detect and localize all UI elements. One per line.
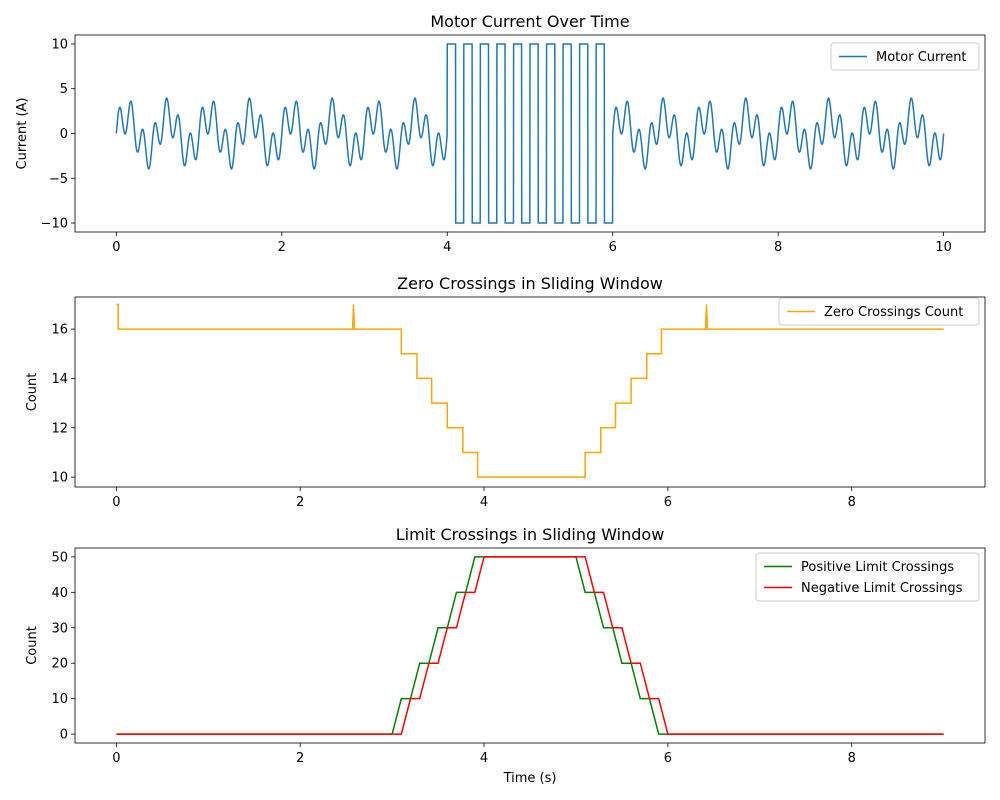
legend: Motor Current xyxy=(830,42,980,71)
chart-title: Zero Crossings in Sliding Window xyxy=(397,274,663,293)
legend-box xyxy=(755,552,980,602)
series-line-1 xyxy=(116,303,944,478)
x-tick-label: 4 xyxy=(480,751,488,766)
x-tick-label: 0 xyxy=(112,495,120,510)
x-tick-label: 8 xyxy=(848,751,856,766)
panel-2: Zero Crossings in Sliding Window Count 0 2 4… xyxy=(25,274,986,510)
y-tick-label: 16 xyxy=(51,323,68,338)
x-tick-label: 2 xyxy=(296,495,304,510)
y-axis-label: Count xyxy=(25,373,40,412)
panel-3: Limit Crossings in Sliding Window Count Ti… xyxy=(25,525,986,786)
legend-entry: Negative Limit Crossings xyxy=(801,581,963,596)
legend-entry: Motor Current xyxy=(876,50,967,65)
y-tick-label: −5 xyxy=(49,172,68,187)
x-tick-label: 2 xyxy=(296,751,304,766)
y-axis-label: Count xyxy=(25,626,40,665)
x-tick-label: 2 xyxy=(278,240,286,255)
x-tick-label: 4 xyxy=(443,240,451,255)
y-tick-label: 12 xyxy=(51,421,68,436)
legend-entry: Positive Limit Crossings xyxy=(801,560,954,575)
legend: Positive Limit Crossings Negative Limit C… xyxy=(755,552,980,602)
y-tick-label: 40 xyxy=(51,586,68,601)
x-tick-label: 8 xyxy=(848,495,856,510)
y-tick-label: 30 xyxy=(51,621,68,636)
x-tick-label: 10 xyxy=(935,240,952,255)
chart-title: Limit Crossings in Sliding Window xyxy=(396,525,665,544)
y-tick-label: 10 xyxy=(51,471,68,486)
legend: Zero Crossings Count xyxy=(778,297,980,326)
series-line-2 xyxy=(116,556,944,735)
y-tick-label: 5 xyxy=(60,82,68,97)
y-tick-label: 0 xyxy=(60,127,68,142)
x-axis-label: Time (s) xyxy=(503,771,557,786)
legend-box xyxy=(778,297,980,326)
y-axis-label: Current (A) xyxy=(15,98,30,170)
plot-frame xyxy=(74,296,986,488)
panel-1: Motor Current Over Time Current (A) 0 2 4 6 8 1… xyxy=(15,12,986,255)
y-tick-label: 14 xyxy=(51,372,68,387)
y-tick-label: 10 xyxy=(51,37,68,52)
y-tick-label: 50 xyxy=(51,550,68,565)
y-tick-label: 10 xyxy=(51,692,68,707)
x-tick-label: 4 xyxy=(480,495,488,510)
plot-frame xyxy=(74,547,986,744)
legend-entry: Zero Crossings Count xyxy=(824,305,963,320)
plot-frame xyxy=(74,34,986,233)
y-tick-label: 0 xyxy=(60,728,68,743)
x-tick-label: 0 xyxy=(112,240,120,255)
y-tick-label: 20 xyxy=(51,657,68,672)
x-tick-label: 0 xyxy=(112,751,120,766)
x-tick-label: 6 xyxy=(664,495,672,510)
x-tick-label: 8 xyxy=(774,240,782,255)
x-tick-label: 6 xyxy=(664,751,672,766)
x-tick-label: 6 xyxy=(609,240,617,255)
series-line-1 xyxy=(115,43,945,224)
legend-box xyxy=(830,42,980,71)
chart-title: Motor Current Over Time xyxy=(430,12,629,31)
y-tick-label: −10 xyxy=(41,217,68,232)
